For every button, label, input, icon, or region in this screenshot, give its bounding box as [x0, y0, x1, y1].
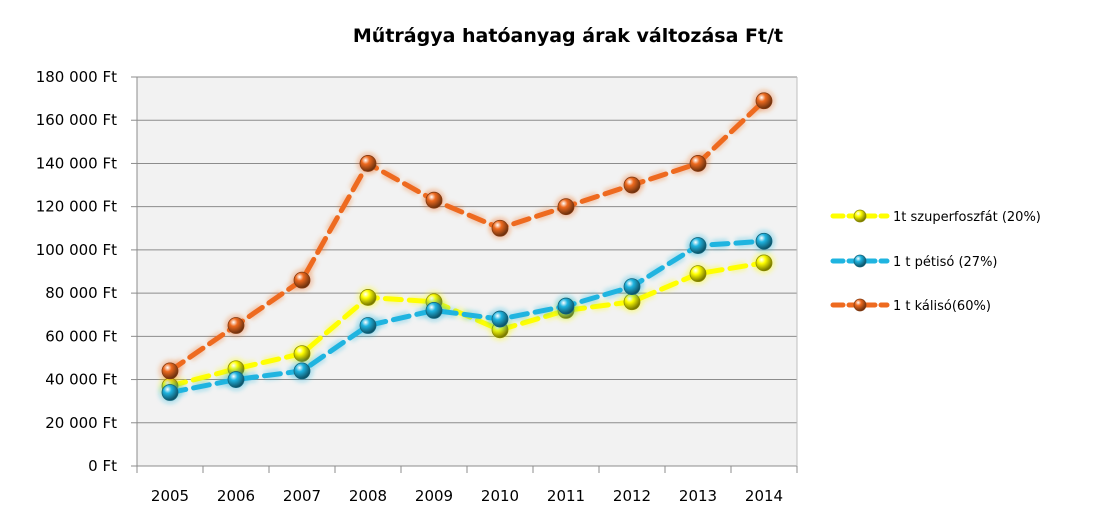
y-tick-label: 120 000 Ft [36, 198, 117, 216]
data-point [293, 362, 311, 380]
x-tick-label: 2012 [613, 487, 651, 505]
series-2 [159, 89, 775, 382]
legend-label: 1 t pétisó (27%) [893, 255, 998, 270]
data-point [689, 237, 707, 254]
y-axis-tick-labels: 0 Ft 20 000 Ft 40 000 Ft 60 000 Ft 80 000 Ft… [36, 68, 117, 475]
y-tick-label: 140 000 Ft [36, 154, 117, 172]
data-point [491, 219, 509, 237]
data-point [359, 317, 377, 334]
x-tick-label: 2009 [415, 487, 453, 505]
y-tick-label: 80 000 Ft [45, 284, 117, 302]
data-point [161, 362, 179, 380]
x-tick-label: 2011 [547, 487, 585, 505]
data-point [755, 232, 773, 250]
y-tick-label: 160 000 Ft [36, 111, 117, 129]
data-point [425, 191, 443, 209]
y-tick-label: 60 000 Ft [45, 327, 117, 345]
x-tick-label: 2010 [481, 487, 519, 505]
legend-item: 1t szuperfoszfát (20%) [830, 209, 1041, 225]
y-tick-label: 0 Ft [88, 457, 117, 475]
series-1 [159, 230, 775, 404]
data-point [623, 176, 641, 194]
data-point [557, 297, 575, 315]
data-point [227, 371, 245, 388]
gridlines [131, 76, 798, 473]
data-point [359, 155, 377, 172]
legend-marker [853, 209, 867, 223]
data-point [425, 301, 443, 319]
x-tick-label: 2013 [679, 487, 717, 505]
x-tick-label: 2007 [283, 487, 321, 505]
legend: 1t szuperfoszfát (20%) 1 t pétisó (27%) 1 … [830, 209, 1041, 314]
y-tick-label: 40 000 Ft [45, 371, 117, 389]
x-tick-label: 2008 [349, 487, 387, 505]
x-axis-tick-labels: 2005 2006 2007 2008 2009 2010 2011 2012 2013 2014 [151, 487, 783, 505]
legend-marker [853, 298, 867, 312]
data-point [689, 155, 707, 172]
data-point [227, 317, 245, 334]
data-point [755, 92, 773, 110]
y-tick-label: 100 000 Ft [36, 241, 117, 259]
data-point [755, 254, 773, 272]
series-line [167, 98, 767, 374]
axes [136, 77, 798, 467]
data-point [161, 384, 179, 401]
data-point [293, 345, 311, 363]
data-point [293, 271, 311, 289]
legend-item: 1 t kálisó(60%) [830, 298, 991, 314]
series-layer [159, 89, 775, 404]
legend-item: 1 t pétisó (27%) [830, 254, 998, 270]
y-tick-label: 20 000 Ft [45, 414, 117, 432]
x-tick-label: 2006 [217, 487, 255, 505]
legend-label: 1 t kálisó(60%) [893, 299, 991, 314]
y-tick-label: 180 000 Ft [36, 68, 117, 86]
legend-marker [853, 254, 867, 268]
data-point [689, 265, 707, 283]
data-point [359, 289, 377, 306]
data-point [623, 278, 641, 296]
plot-area [137, 77, 797, 466]
x-tick-label: 2005 [151, 487, 189, 505]
data-point [491, 310, 509, 328]
x-tick-label: 2014 [745, 487, 783, 505]
data-point [557, 198, 575, 216]
series-line [167, 238, 767, 396]
chart-title: Műtrágya hatóanyag árak változása Ft/t [353, 25, 783, 47]
legend-label: 1t szuperfoszfát (20%) [893, 210, 1041, 225]
